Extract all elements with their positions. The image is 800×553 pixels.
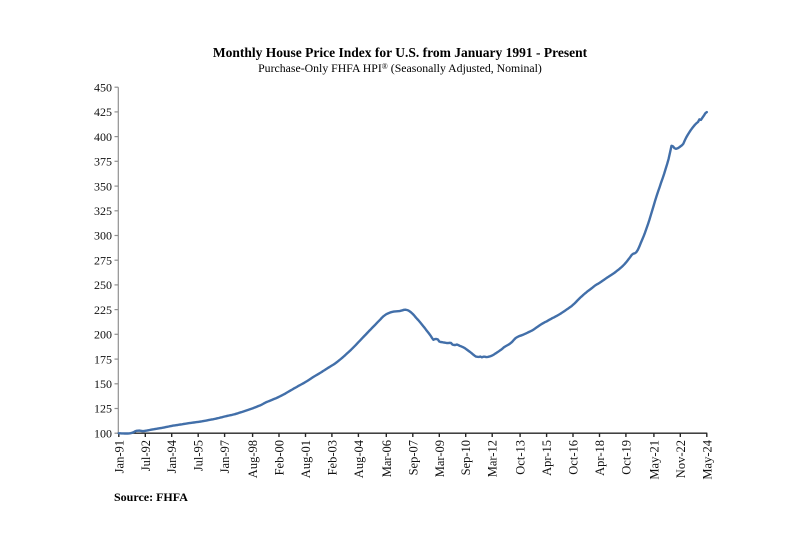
svg-text:Sep-10: Sep-10 xyxy=(459,440,473,475)
svg-text:225: 225 xyxy=(94,303,112,317)
svg-text:Feb-00: Feb-00 xyxy=(273,440,287,475)
svg-text:125: 125 xyxy=(94,402,112,416)
svg-text:Oct-19: Oct-19 xyxy=(619,440,633,475)
svg-text:100: 100 xyxy=(94,426,112,440)
svg-text:275: 275 xyxy=(94,253,112,267)
svg-text:Jul-95: Jul-95 xyxy=(192,440,206,471)
svg-text:Aug-04: Aug-04 xyxy=(352,439,366,478)
svg-text:Jan-97: Jan-97 xyxy=(218,440,232,473)
svg-text:200: 200 xyxy=(94,328,112,342)
svg-text:Mar-09: Mar-09 xyxy=(433,440,447,477)
svg-text:May-24: May-24 xyxy=(700,439,714,479)
svg-text:Mar-06: Mar-06 xyxy=(380,440,394,477)
svg-text:350: 350 xyxy=(94,179,112,193)
svg-text:Feb-03: Feb-03 xyxy=(325,440,339,475)
svg-text:175: 175 xyxy=(94,352,112,366)
svg-text:Mar-12: Mar-12 xyxy=(486,440,500,477)
svg-text:Oct-16: Oct-16 xyxy=(567,440,581,475)
svg-text:Nov-22: Nov-22 xyxy=(674,440,688,478)
svg-text:Oct-13: Oct-13 xyxy=(514,440,528,475)
svg-text:425: 425 xyxy=(94,105,112,119)
svg-text:150: 150 xyxy=(94,377,112,391)
svg-text:Aug-98: Aug-98 xyxy=(246,440,260,478)
svg-text:May-21: May-21 xyxy=(647,440,661,480)
svg-text:Jul-92: Jul-92 xyxy=(139,440,153,471)
svg-text:325: 325 xyxy=(94,204,112,218)
svg-text:Apr-15: Apr-15 xyxy=(540,440,554,476)
svg-text:400: 400 xyxy=(94,130,112,144)
svg-text:Apr-18: Apr-18 xyxy=(593,440,607,476)
svg-text:Jan-94: Jan-94 xyxy=(165,439,179,473)
svg-text:450: 450 xyxy=(94,80,112,94)
svg-text:Sep-07: Sep-07 xyxy=(406,440,420,475)
svg-text:Jan-91: Jan-91 xyxy=(112,440,126,473)
svg-text:375: 375 xyxy=(94,155,112,169)
svg-text:300: 300 xyxy=(94,229,112,243)
svg-text:250: 250 xyxy=(94,278,112,292)
svg-text:Aug-01: Aug-01 xyxy=(299,440,313,478)
